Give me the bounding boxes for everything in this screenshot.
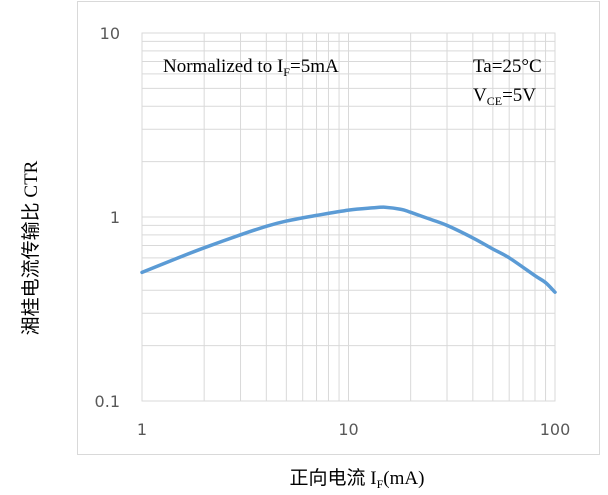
annotation-ta: Ta=25°C	[473, 56, 542, 77]
x-axis-label: 正向电流 IF(mA)	[290, 467, 425, 491]
y-tick-label: 10	[100, 24, 120, 43]
chart-frame	[77, 1, 600, 455]
y-axis-label: 湘桂电流传输比 CTR	[20, 160, 42, 335]
x-tick-label: 100	[540, 420, 571, 439]
grid-lines	[142, 33, 555, 401]
annotation-vce: VCE=5V	[473, 85, 536, 108]
y-tick-label: 0.1	[95, 392, 120, 411]
annotation-normalized: Normalized to IF=5mA	[163, 56, 339, 79]
ctr-series-line	[140, 205, 557, 294]
x-tick-label: 10	[338, 420, 358, 439]
tick-labels: 1 10 100 10 1 0.1	[95, 24, 571, 439]
x-tick-label: 1	[137, 420, 147, 439]
plot-area-border	[141, 32, 556, 402]
y-tick-label: 1	[110, 208, 120, 227]
